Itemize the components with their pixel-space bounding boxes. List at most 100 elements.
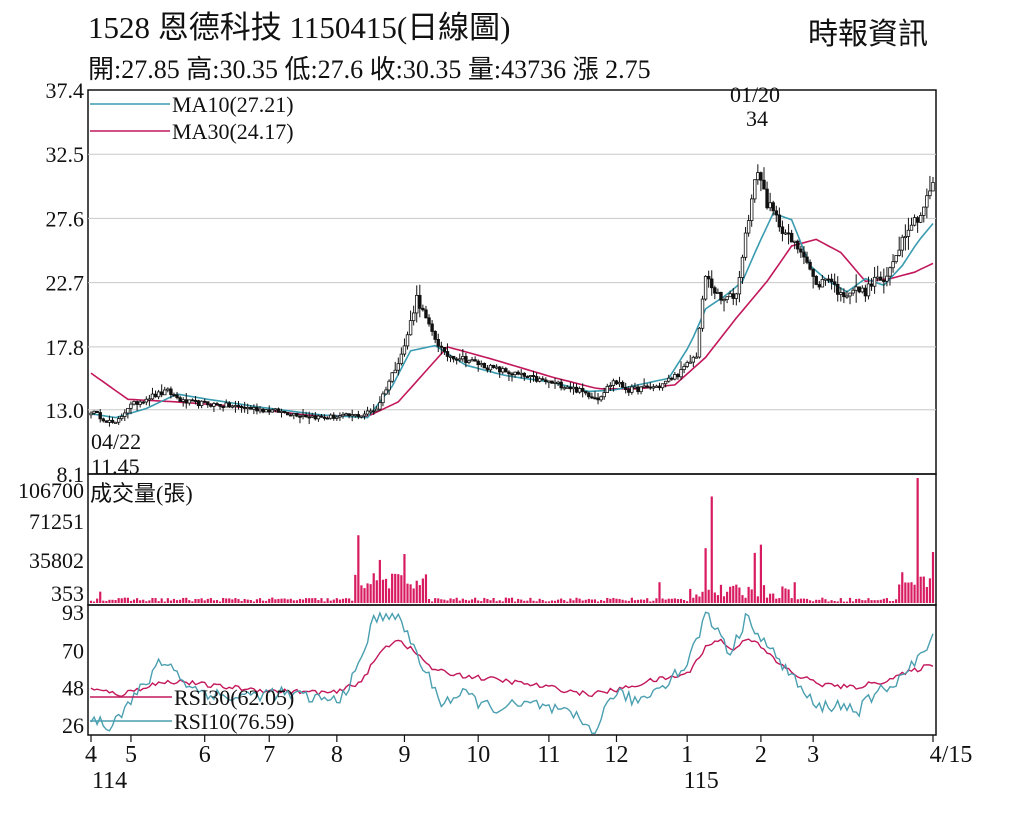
candle-body	[731, 293, 735, 299]
candle-body	[728, 293, 732, 298]
candle-body	[193, 399, 198, 402]
volume-bar	[812, 601, 815, 603]
volume-bar	[102, 600, 105, 603]
volume-bar	[480, 601, 483, 603]
candle-body	[676, 374, 680, 378]
candle-body	[362, 413, 367, 417]
candle-body	[365, 410, 370, 415]
candle-body	[817, 284, 821, 288]
high-value-label: 34	[746, 106, 768, 131]
candle-body	[691, 356, 696, 363]
volume-bar	[833, 600, 836, 603]
candle-body	[826, 278, 831, 281]
candle-body	[482, 363, 487, 369]
volume-bar	[560, 598, 563, 603]
candle-body	[710, 278, 714, 289]
candle-body	[839, 292, 843, 295]
candle-body	[931, 181, 935, 192]
volume-bar	[756, 596, 759, 603]
volume-bar	[796, 599, 799, 603]
candle-body	[912, 217, 917, 226]
volume-bar	[151, 597, 154, 603]
volume-bar	[157, 601, 160, 603]
candle-body	[387, 380, 391, 391]
volume-bar	[182, 597, 185, 603]
volume-bar	[541, 600, 544, 603]
candle-body	[476, 360, 480, 366]
volume-bar	[424, 574, 428, 603]
candle-body	[181, 399, 185, 402]
candle-body	[547, 380, 551, 383]
volume-bar	[855, 599, 858, 603]
volume-bar	[92, 601, 96, 603]
candle-body	[531, 375, 536, 378]
volume-bar	[498, 600, 501, 603]
candle-body	[301, 414, 305, 417]
volume-bar	[719, 584, 723, 603]
volume-bar	[218, 601, 222, 603]
candle-body	[467, 360, 471, 363]
high-date-label: 01/20	[730, 82, 780, 107]
candle-body	[866, 283, 871, 297]
candle-body	[777, 214, 782, 228]
volume-bar	[600, 599, 603, 603]
candle-body	[101, 418, 105, 422]
candle-body	[322, 416, 327, 419]
price-tick-label: 32.5	[46, 142, 85, 167]
candle-body	[107, 419, 112, 423]
candle-body	[765, 188, 769, 209]
volume-bar	[237, 599, 240, 603]
volume-bar	[818, 599, 821, 603]
candle-body	[537, 378, 542, 382]
candle-body	[596, 397, 600, 401]
candle-body	[485, 367, 490, 371]
candle-body	[375, 408, 379, 412]
candle-body	[584, 391, 588, 394]
volume-bar	[160, 598, 163, 603]
candle-body	[507, 371, 511, 375]
volume-bar	[443, 599, 446, 603]
ma-legend-label: MA10(27.21)	[172, 92, 294, 117]
candle-body	[415, 294, 419, 314]
volume-bar	[707, 589, 710, 603]
candle-body	[138, 401, 142, 405]
volume-bar	[277, 598, 280, 603]
volume-bar	[464, 599, 468, 603]
candle-body	[276, 408, 281, 413]
volume-bar	[532, 600, 535, 603]
volume-bar	[375, 580, 378, 603]
volume-bar	[682, 600, 686, 603]
candle-body	[372, 410, 376, 413]
candle-body	[270, 409, 275, 413]
candle-body	[925, 195, 929, 208]
volume-bar	[123, 597, 126, 603]
candle-body	[408, 320, 413, 336]
candle-body	[335, 416, 339, 419]
volume-bar	[139, 600, 142, 603]
candle-body	[756, 172, 760, 181]
candle-body	[633, 386, 637, 389]
low-value-label: 11.45	[91, 454, 140, 479]
candle-body	[292, 413, 296, 416]
candle-body	[685, 362, 689, 367]
candle-body	[694, 356, 699, 359]
candle-body	[627, 389, 631, 393]
candle-body	[282, 410, 287, 413]
volume-bar	[907, 582, 910, 603]
candle-body	[252, 407, 256, 410]
volume-bar	[596, 601, 600, 603]
volume-bar	[332, 599, 335, 603]
chart-title: 1528 恩德科技 1150415(日線圖)	[88, 10, 511, 45]
volume-bar	[726, 591, 729, 603]
candle-body	[768, 202, 772, 209]
candle-body	[461, 356, 465, 360]
candle-body	[295, 413, 299, 417]
volume-bar	[179, 599, 182, 603]
volume-bar	[916, 478, 919, 603]
candle-body	[224, 402, 228, 408]
volume-bar	[418, 585, 421, 603]
volume-bar	[492, 598, 495, 603]
volume-bar	[523, 600, 526, 603]
volume-bar	[808, 600, 812, 603]
candle-body	[590, 396, 594, 399]
